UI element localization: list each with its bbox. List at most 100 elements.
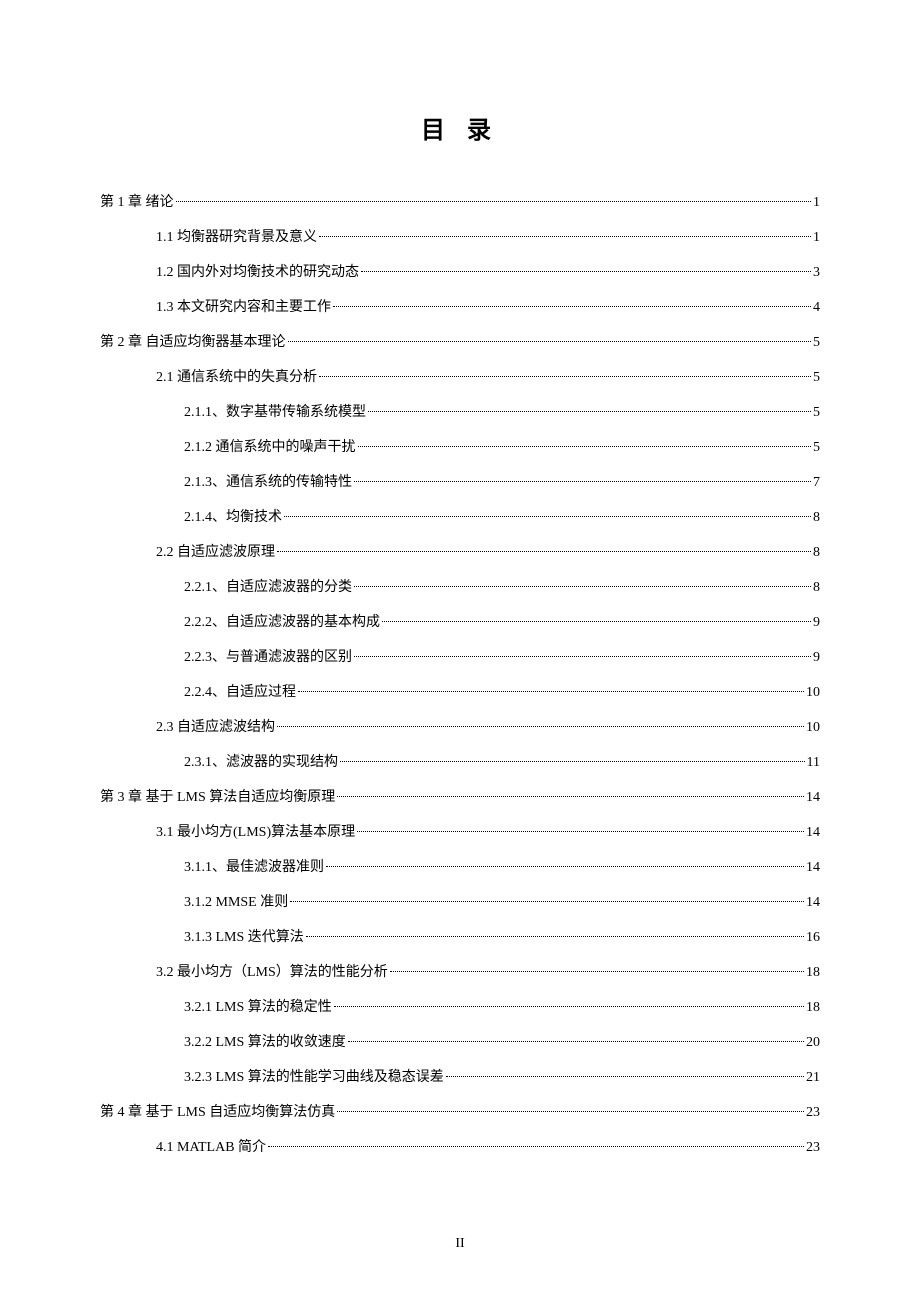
toc-entry[interactable]: 3.1.3 LMS 迭代算法16 bbox=[100, 920, 820, 955]
toc-entry[interactable]: 2.1.3、通信系统的传输特性 7 bbox=[100, 465, 820, 500]
toc-entry[interactable]: 4.1 MATLAB 简介 23 bbox=[100, 1130, 820, 1165]
toc-dots bbox=[337, 1111, 804, 1112]
toc-entry-label: 2.1.4、均衡技术 bbox=[184, 500, 282, 535]
toc-entry-label: 2.2.1、自适应滤波器的分类 bbox=[184, 570, 352, 605]
toc-entry-label: 1.3 本文研究内容和主要工作 bbox=[156, 290, 331, 325]
toc-container: 第 1 章 绪论11.1 均衡器研究背景及意义11.2 国内外对均衡技术的研究动… bbox=[100, 185, 820, 1165]
toc-entry-label: 3.1.1、最佳滤波器准则 bbox=[184, 850, 324, 885]
toc-entry[interactable]: 3.2.1 LMS 算法的稳定性18 bbox=[100, 990, 820, 1025]
toc-entry-label: 2.2.4、自适应过程 bbox=[184, 675, 296, 710]
toc-entry-label: 第 2 章 自适应均衡器基本理论 bbox=[100, 325, 286, 360]
toc-entry-page: 4 bbox=[813, 290, 820, 325]
toc-dots bbox=[277, 551, 811, 552]
toc-entry-label: 3.2 最小均方（LMS）算法的性能分析 bbox=[156, 955, 388, 990]
toc-entry-page: 10 bbox=[806, 675, 820, 710]
toc-dots bbox=[348, 1041, 804, 1042]
toc-entry-page: 8 bbox=[813, 535, 820, 570]
toc-entry[interactable]: 2.1.4、均衡技术 8 bbox=[100, 500, 820, 535]
toc-dots bbox=[284, 516, 811, 517]
toc-dots bbox=[361, 271, 811, 272]
toc-dots bbox=[334, 1006, 804, 1007]
toc-entry[interactable]: 第 2 章 自适应均衡器基本理论 5 bbox=[100, 325, 820, 360]
toc-entry-label: 2.2.3、与普通滤波器的区别 bbox=[184, 640, 352, 675]
toc-entry-label: 3.2.3 LMS 算法的性能学习曲线及稳态误差 bbox=[184, 1060, 444, 1095]
toc-entry-page: 14 bbox=[806, 780, 820, 815]
toc-entry-page: 9 bbox=[813, 640, 820, 675]
toc-entry[interactable]: 2.1.2 通信系统中的噪声干扰5 bbox=[100, 430, 820, 465]
toc-entry-label: 2.1.3、通信系统的传输特性 bbox=[184, 465, 352, 500]
toc-entry[interactable]: 3.1.2 MMSE 准则 14 bbox=[100, 885, 820, 920]
toc-entry[interactable]: 2.2.1、自适应滤波器的分类 8 bbox=[100, 570, 820, 605]
toc-entry-page: 1 bbox=[813, 220, 820, 255]
toc-entry[interactable]: 2.2.3、与普通滤波器的区别 9 bbox=[100, 640, 820, 675]
toc-dots bbox=[382, 621, 811, 622]
toc-entry[interactable]: 2.2.2、自适应滤波器的基本构成 9 bbox=[100, 605, 820, 640]
toc-dots bbox=[354, 656, 811, 657]
toc-entry[interactable]: 1.2 国内外对均衡技术的研究动态3 bbox=[100, 255, 820, 290]
toc-dots bbox=[337, 796, 804, 797]
toc-entry-page: 21 bbox=[806, 1060, 820, 1095]
toc-entry-page: 5 bbox=[813, 325, 820, 360]
toc-dots bbox=[446, 1076, 804, 1077]
toc-entry-label: 2.2.2、自适应滤波器的基本构成 bbox=[184, 605, 380, 640]
toc-entry[interactable]: 第 1 章 绪论 1 bbox=[100, 185, 820, 220]
toc-entry-page: 11 bbox=[807, 745, 820, 780]
toc-entry[interactable]: 2.1.1、数字基带传输系统模型 5 bbox=[100, 395, 820, 430]
toc-entry-label: 2.3.1、滤波器的实现结构 bbox=[184, 745, 338, 780]
toc-entry-label: 2.3 自适应滤波结构 bbox=[156, 710, 275, 745]
toc-dots bbox=[354, 481, 811, 482]
toc-entry-page: 23 bbox=[806, 1130, 820, 1165]
toc-entry-page: 23 bbox=[806, 1095, 820, 1130]
toc-entry-page: 20 bbox=[806, 1025, 820, 1060]
toc-entry[interactable]: 3.2.2 LMS 算法的收敛速度 20 bbox=[100, 1025, 820, 1060]
toc-entry-label: 第 1 章 绪论 bbox=[100, 185, 174, 220]
toc-entry-label: 第 3 章 基于 LMS 算法自适应均衡原理 bbox=[100, 780, 335, 815]
toc-entry-label: 3.2.2 LMS 算法的收敛速度 bbox=[184, 1025, 346, 1060]
toc-title: 目 录 bbox=[100, 110, 820, 145]
toc-dots bbox=[326, 866, 804, 867]
toc-entry[interactable]: 2.1 通信系统中的失真分析5 bbox=[100, 360, 820, 395]
toc-entry-page: 14 bbox=[806, 885, 820, 920]
toc-dots bbox=[354, 586, 811, 587]
toc-entry-label: 2.1.1、数字基带传输系统模型 bbox=[184, 395, 366, 430]
toc-entry-label: 3.1 最小均方(LMS)算法基本原理 bbox=[156, 815, 355, 850]
toc-entry-label: 3.2.1 LMS 算法的稳定性 bbox=[184, 990, 332, 1025]
toc-entry[interactable]: 第 4 章 基于 LMS 自适应均衡算法仿真 23 bbox=[100, 1095, 820, 1130]
toc-dots bbox=[357, 831, 804, 832]
toc-entry[interactable]: 第 3 章 基于 LMS 算法自适应均衡原理 14 bbox=[100, 780, 820, 815]
toc-entry-label: 1.1 均衡器研究背景及意义 bbox=[156, 220, 317, 255]
toc-dots bbox=[340, 761, 805, 762]
toc-entry[interactable]: 3.2.3 LMS 算法的性能学习曲线及稳态误差 21 bbox=[100, 1060, 820, 1095]
toc-entry-label: 4.1 MATLAB 简介 bbox=[156, 1130, 266, 1165]
toc-dots bbox=[368, 411, 811, 412]
toc-entry[interactable]: 1.1 均衡器研究背景及意义 1 bbox=[100, 220, 820, 255]
toc-dots bbox=[333, 306, 811, 307]
toc-entry-page: 1 bbox=[813, 185, 820, 220]
toc-entry[interactable]: 3.1 最小均方(LMS)算法基本原理 14 bbox=[100, 815, 820, 850]
toc-entry[interactable]: 2.3 自适应滤波结构10 bbox=[100, 710, 820, 745]
toc-entry-page: 9 bbox=[813, 605, 820, 640]
toc-dots bbox=[306, 936, 804, 937]
toc-entry-label: 2.1.2 通信系统中的噪声干扰 bbox=[184, 430, 356, 465]
toc-entry-label: 3.1.2 MMSE 准则 bbox=[184, 885, 288, 920]
toc-entry[interactable]: 2.2.4、自适应过程 10 bbox=[100, 675, 820, 710]
toc-dots bbox=[268, 1146, 804, 1147]
toc-entry-page: 14 bbox=[806, 815, 820, 850]
toc-entry[interactable]: 1.3 本文研究内容和主要工作 4 bbox=[100, 290, 820, 325]
toc-dots bbox=[319, 376, 811, 377]
toc-dots bbox=[319, 236, 811, 237]
toc-entry[interactable]: 3.1.1、最佳滤波器准则 14 bbox=[100, 850, 820, 885]
toc-entry-page: 8 bbox=[813, 500, 820, 535]
toc-entry[interactable]: 2.2 自适应滤波原理 8 bbox=[100, 535, 820, 570]
toc-entry-page: 8 bbox=[813, 570, 820, 605]
toc-entry-page: 7 bbox=[813, 465, 820, 500]
toc-entry[interactable]: 2.3.1、滤波器的实现结构 11 bbox=[100, 745, 820, 780]
toc-entry-page: 5 bbox=[813, 395, 820, 430]
toc-entry-label: 第 4 章 基于 LMS 自适应均衡算法仿真 bbox=[100, 1095, 335, 1130]
toc-dots bbox=[390, 971, 804, 972]
toc-entry[interactable]: 3.2 最小均方（LMS）算法的性能分析18 bbox=[100, 955, 820, 990]
toc-entry-page: 14 bbox=[806, 850, 820, 885]
toc-entry-label: 2.2 自适应滤波原理 bbox=[156, 535, 275, 570]
toc-entry-label: 3.1.3 LMS 迭代算法 bbox=[184, 920, 304, 955]
toc-dots bbox=[358, 446, 812, 447]
